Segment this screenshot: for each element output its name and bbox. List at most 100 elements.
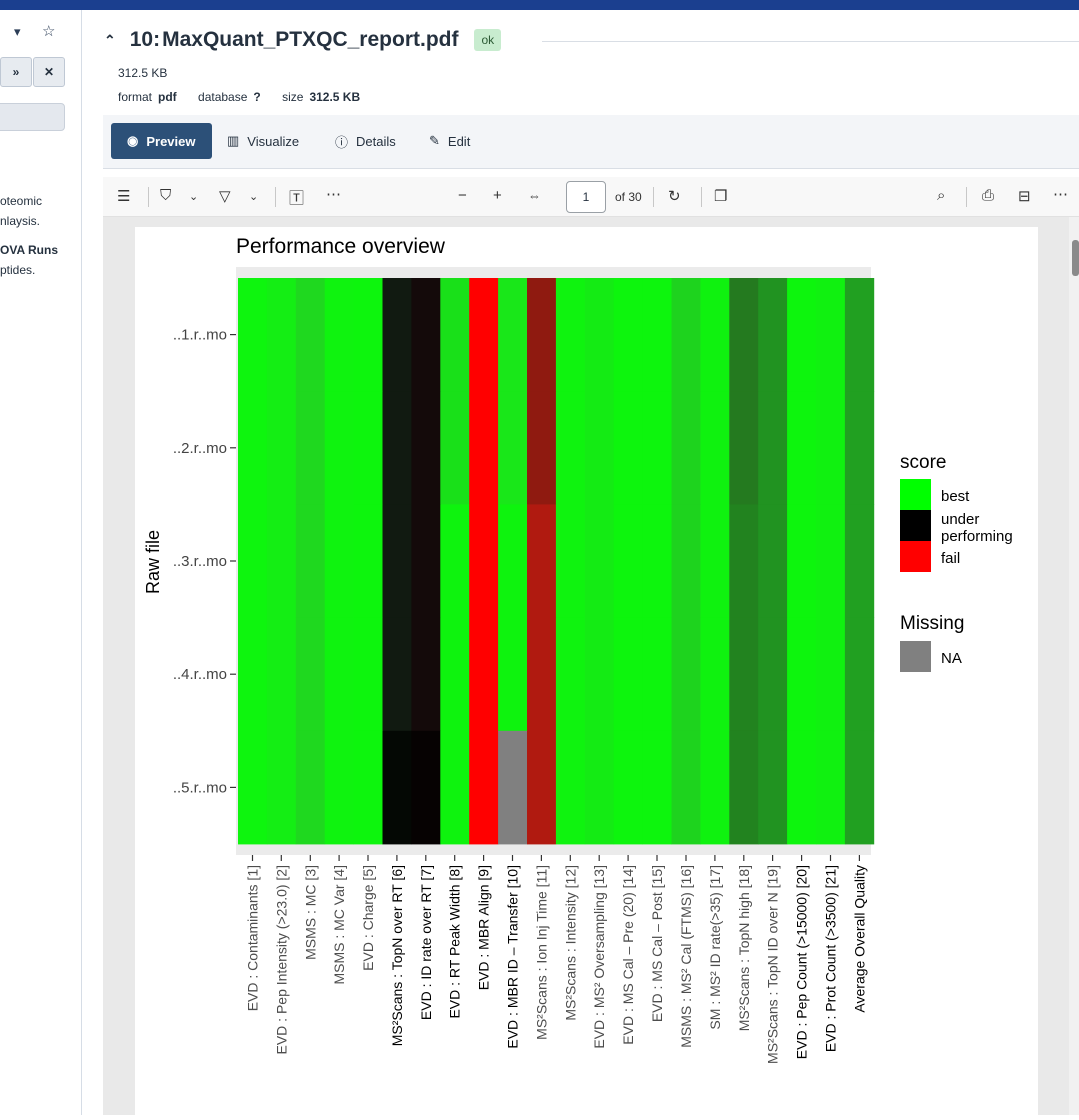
divider [542, 41, 1079, 42]
heatmap-cell [411, 278, 441, 392]
legend-title: score [900, 452, 946, 473]
format-label: format [118, 90, 153, 104]
double-chevron-down-icon: » [12, 65, 20, 79]
history-text-line: ptides. [0, 263, 36, 277]
tab-details[interactable]: ⓘ Details [319, 123, 412, 159]
contents-icon[interactable]: ☰ [117, 188, 131, 205]
column-label: MS²Scans : Intensity [12] [562, 865, 578, 1021]
draw-icon[interactable]: ▽ [219, 188, 231, 205]
zoom-out-icon[interactable]: − [458, 187, 467, 204]
heatmap-cell [729, 504, 759, 618]
text-icon[interactable]: 🅃 [289, 190, 305, 207]
column-label: EVD : Charge [5] [360, 865, 376, 971]
scrollbar-thumb[interactable] [1072, 240, 1079, 276]
heatmap-cell [555, 278, 586, 392]
heatmap-cell [469, 617, 499, 732]
tab-preview[interactable]: ◉ Preview [111, 123, 212, 159]
legend-swatch [900, 479, 931, 510]
search-bar[interactable] [0, 103, 65, 131]
heatmap-cell [353, 391, 383, 505]
heatmap-cell [642, 504, 672, 618]
close-button[interactable]: ✕ [33, 57, 65, 87]
chevron-down-icon[interactable]: ⌄ [189, 191, 199, 203]
column-label: EVD : MBR ID – Transfer [10] [505, 865, 521, 1049]
heatmap-cell [527, 391, 557, 505]
column-label: EVD : Contaminants [1] [245, 865, 261, 1011]
chevron-down-icon[interactable]: ⌄ [249, 191, 259, 203]
row-label: ..1.r..mo [173, 327, 227, 344]
heatmap-cell [527, 730, 557, 845]
more-options-icon[interactable]: ⋯ [1053, 186, 1068, 203]
heatmap-cell [527, 504, 557, 618]
legend-title: Missing [900, 613, 964, 634]
star-icon[interactable]: ☆ [42, 23, 56, 40]
zoom-in-icon[interactable]: + [493, 187, 502, 204]
heatmap-cell [844, 391, 875, 505]
column-label: MS²Scans : Ion Inj Time [11] [533, 865, 549, 1040]
tab-edit[interactable]: ✎ Edit [413, 123, 486, 159]
more-icon[interactable]: ⋯ [326, 186, 341, 203]
heatmap-cell [642, 730, 672, 845]
tab-visualize[interactable]: ▥ Visualize [211, 123, 315, 159]
heatmap-cell [295, 504, 326, 618]
heatmap-cell [758, 504, 788, 618]
scrollbar[interactable] [1069, 217, 1079, 1115]
heatmap-cell [238, 617, 268, 732]
heatmap-cell [613, 504, 643, 618]
heatmap-cell [382, 730, 412, 845]
separator [148, 187, 149, 207]
performance-heatmap: Performance overview ..1.r..mo ..2.r..mo.… [143, 235, 1013, 1064]
heatmap-cell [816, 278, 846, 392]
highlight-icon[interactable]: ⛉ [160, 187, 172, 204]
collapse-chevron-icon[interactable]: ⌃ [104, 31, 116, 48]
heatmap-cell [353, 617, 383, 732]
search-icon[interactable]: ⌕ [937, 187, 946, 204]
column-label: MSMS : MC Var [4] [331, 865, 347, 985]
heatmap-cell [411, 617, 441, 732]
page-count: of 30 [615, 190, 642, 204]
heatmap-cell [266, 391, 297, 505]
heatmap-cell [642, 391, 672, 505]
column-label: EVD : RT Peak Width [8] [447, 865, 463, 1019]
heatmap-cell [295, 278, 326, 392]
heatmap-cell [700, 391, 730, 505]
row-label: ..4.r..mo [173, 666, 227, 683]
heatmap-cell [411, 730, 441, 845]
heatmap-cell [787, 617, 817, 732]
close-icon: ✕ [43, 65, 55, 79]
legend-label: NA [941, 650, 962, 667]
legend-swatch [900, 541, 931, 572]
heatmap-cell [671, 617, 701, 732]
print-icon[interactable]: ⎙ [982, 187, 995, 204]
heatmap-cell [469, 278, 499, 392]
fit-width-icon[interactable]: ⇔ [528, 188, 541, 203]
heatmap-cell [440, 278, 470, 392]
rotate-icon[interactable]: ↻ [668, 188, 681, 205]
legend-label: best [941, 488, 970, 505]
column-label: MS²Scans : TopN high [18] [736, 865, 752, 1031]
heatmap-cell [700, 278, 730, 392]
heatmap-cell [758, 730, 788, 845]
page-view-icon[interactable]: ❐ [714, 188, 728, 205]
heatmap-cell [671, 391, 701, 505]
save-icon[interactable]: ⊟ [1018, 188, 1031, 205]
page-number-input[interactable]: 1 [566, 181, 606, 213]
column-label: MS²Scans : TopN over RT [6] [389, 865, 405, 1046]
heatmap-cell [440, 617, 470, 732]
heatmap-cell [353, 504, 383, 618]
heatmap-cell [238, 278, 268, 392]
heatmap-cell [411, 504, 441, 618]
separator [701, 187, 702, 207]
column-label: EVD : ID rate over RT [7] [418, 865, 434, 1020]
heatmap-cell [584, 730, 615, 845]
column-label: EVD : MS² Oversampling [13] [591, 865, 607, 1049]
separator [653, 187, 654, 207]
heatmap-cell [555, 617, 586, 732]
caret-down-icon[interactable]: ▾ [14, 24, 21, 39]
heatmap-cell [295, 730, 326, 845]
database-value[interactable]: ? [253, 90, 261, 104]
heatmap-cell [498, 617, 528, 732]
collapse-button[interactable]: » [0, 57, 32, 87]
dataset-tabs: ◉ Preview ▥ Visualize ⓘ Details ✎ Edit [103, 115, 1079, 169]
heatmap-cell [844, 278, 875, 392]
